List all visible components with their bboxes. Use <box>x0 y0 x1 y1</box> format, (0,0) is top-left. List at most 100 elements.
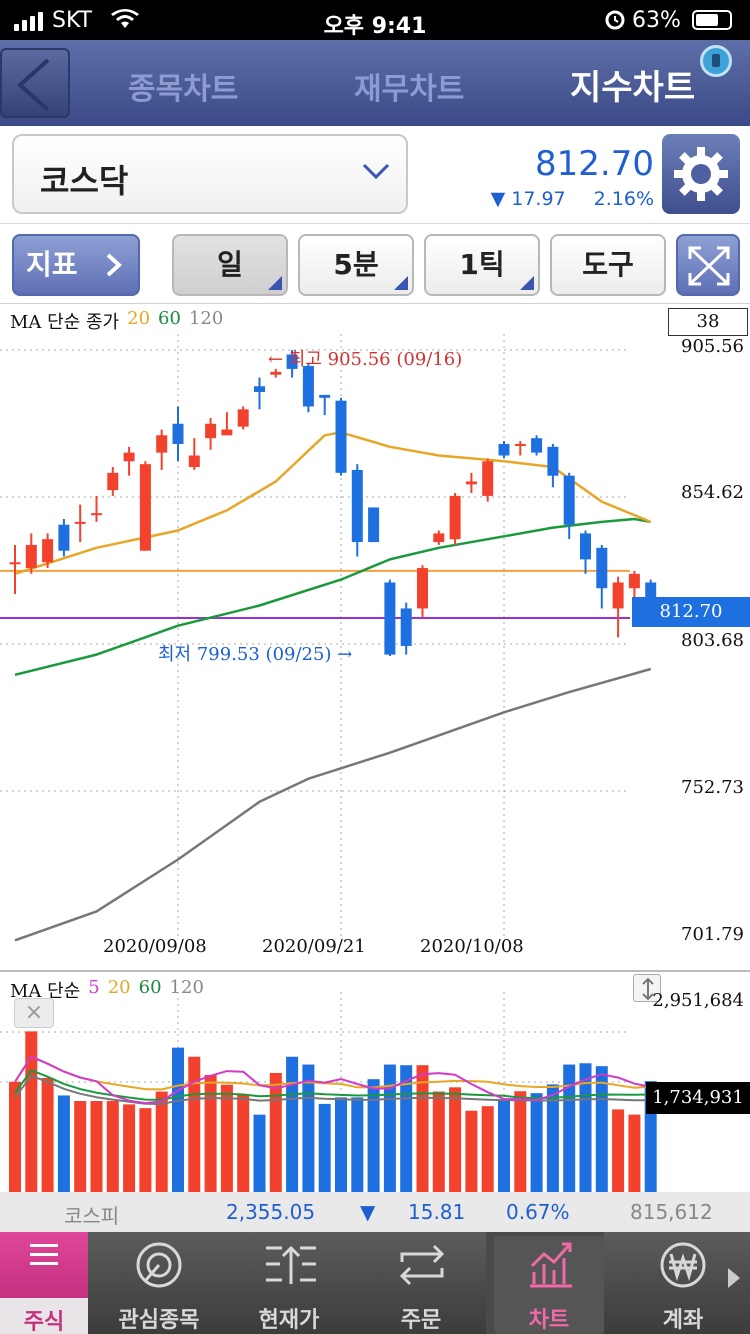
volume-bar <box>498 1099 510 1194</box>
legend-ma60: 60 <box>158 308 181 329</box>
candle-body <box>596 547 608 589</box>
candle-body <box>270 371 282 375</box>
nav-menu[interactable]: 주식 <box>0 1232 88 1334</box>
candle-body <box>172 423 184 444</box>
candle-body <box>9 562 21 565</box>
x-label: 2020/10/08 <box>420 936 524 957</box>
y-label: 854.62 <box>681 482 744 503</box>
back-arrow-icon <box>16 58 50 112</box>
candle-body <box>58 524 70 551</box>
candle-body <box>188 455 200 468</box>
low-annotation: 최저 799.53 (09/25) → <box>158 644 353 665</box>
nav-chart[interactable]: 차트 <box>486 1232 604 1334</box>
bottom-navigation: 주식 관심종목 현재가 주문 차트 계좌 <box>0 1232 750 1334</box>
indicator-button[interactable]: 지표 <box>12 234 140 296</box>
volume-bar <box>628 1114 641 1194</box>
candle-body <box>74 521 86 524</box>
volume-bar <box>57 1095 70 1194</box>
legend-ma120: 120 <box>188 308 224 329</box>
candle-body <box>319 394 331 398</box>
volume-bar <box>74 1100 87 1194</box>
volume-bar <box>416 1065 429 1194</box>
volume-bar <box>383 1064 396 1194</box>
nav-account[interactable]: 계좌 <box>624 1232 742 1334</box>
x-label: 2020/09/21 <box>262 936 366 957</box>
volume-ma120-line <box>14 1074 651 1105</box>
stock-section-label: 주식 <box>23 1310 65 1334</box>
index-select[interactable]: 코스닥 <box>12 134 408 214</box>
minute-button[interactable]: 5분 <box>298 234 414 296</box>
volume-bar <box>269 1073 282 1194</box>
candle-body <box>482 461 494 496</box>
tab-index-chart[interactable]: 지수차트 <box>570 68 696 108</box>
volume-chart[interactable]: MA 단순 5 20 60 120 × 2,951,684 1,734,931 <box>0 970 750 1194</box>
current-price-icon <box>266 1245 316 1284</box>
volume-legend-title: MA 단순 <box>10 981 81 1002</box>
down-triangle-icon: ▼ <box>360 1200 376 1224</box>
notification-icon[interactable] <box>700 45 732 77</box>
candle-body <box>351 469 363 543</box>
tab-financial-chart[interactable]: 재무차트 <box>354 72 465 107</box>
high-annotation: ← 최고 905.56 (09/16) <box>268 349 463 370</box>
candle-body <box>580 533 591 560</box>
tab-stock-chart[interactable]: 종목차트 <box>128 72 239 107</box>
nav-current-price[interactable]: 현재가 <box>230 1232 348 1334</box>
volume-bar <box>204 1074 217 1194</box>
watchlist-icon <box>136 1242 182 1288</box>
volume-ma20-line <box>14 1055 651 1091</box>
volume-bar <box>106 1100 119 1194</box>
ma60-line <box>14 517 651 677</box>
candle-body <box>433 533 445 543</box>
ma120-line <box>14 667 652 942</box>
period-day-button[interactable]: 일 <box>172 234 288 296</box>
kospi-ticker[interactable]: 코스피 2,355.05 ▼ 15.81 0.67% 815,612 <box>0 1192 750 1232</box>
candle-body <box>286 354 298 369</box>
y-label: 803.68 <box>681 630 744 651</box>
won-icon <box>660 1242 706 1288</box>
chart-icon <box>530 1242 572 1288</box>
price-chart[interactable]: MA 단순 종가 20 60 120 38 905.56 854.62 812.… <box>0 304 750 970</box>
volume-bar <box>155 1091 168 1194</box>
down-triangle-icon: ▼ <box>490 188 506 210</box>
resize-icon[interactable] <box>633 974 661 1002</box>
volume-chart-canvas <box>0 992 657 1194</box>
expand-button[interactable] <box>676 234 740 296</box>
volume-bar <box>530 1093 543 1194</box>
chevron-right-icon <box>106 253 122 277</box>
clock: 오후 9:41 <box>323 14 427 39</box>
candle-body <box>139 464 151 551</box>
nav-watchlist[interactable]: 관심종목 <box>100 1232 218 1334</box>
x-label: 2020/09/08 <box>103 936 207 957</box>
tick-label: 1틱 <box>459 248 505 281</box>
ticker-name: 코스피 <box>64 1204 120 1228</box>
period-label: 일 <box>217 248 243 281</box>
nav-label: 주문 <box>400 1308 442 1333</box>
volume-bar <box>172 1047 184 1194</box>
close-volume-button[interactable]: × <box>14 998 54 1028</box>
y-label: 752.73 <box>681 777 744 798</box>
chevron-right-icon[interactable] <box>728 1268 740 1288</box>
tools-button[interactable]: 도구 <box>550 234 666 296</box>
legend-vma60: 60 <box>138 977 162 998</box>
nav-order[interactable]: 주문 <box>362 1232 480 1334</box>
battery-icon <box>692 10 732 30</box>
tick-button[interactable]: 1틱 <box>424 234 540 296</box>
nav-label: 현재가 <box>258 1308 320 1333</box>
volume-bar <box>514 1091 527 1194</box>
volume-bar <box>465 1110 478 1194</box>
volume-bar <box>449 1087 462 1194</box>
settings-button[interactable] <box>662 134 740 214</box>
change-value: 17.97 <box>511 188 566 210</box>
candle-body <box>368 507 380 543</box>
volume-legend: MA 단순 5 20 60 120 <box>10 977 204 1003</box>
hamburger-icon <box>30 1244 58 1271</box>
minute-label: 5분 <box>333 248 379 281</box>
change-percent: 2.16% <box>593 188 654 210</box>
chart-toolbar: 지표 일 5분 1틱 도구 <box>0 224 750 304</box>
candle-body <box>91 513 102 516</box>
candle-body <box>498 443 510 456</box>
candle-count[interactable]: 38 <box>668 308 748 336</box>
chart-tab-bar: 종목차트 재무차트 지수차트 <box>0 40 750 126</box>
ticker-volume: 815,612 <box>630 1200 713 1224</box>
back-button[interactable] <box>0 48 70 118</box>
